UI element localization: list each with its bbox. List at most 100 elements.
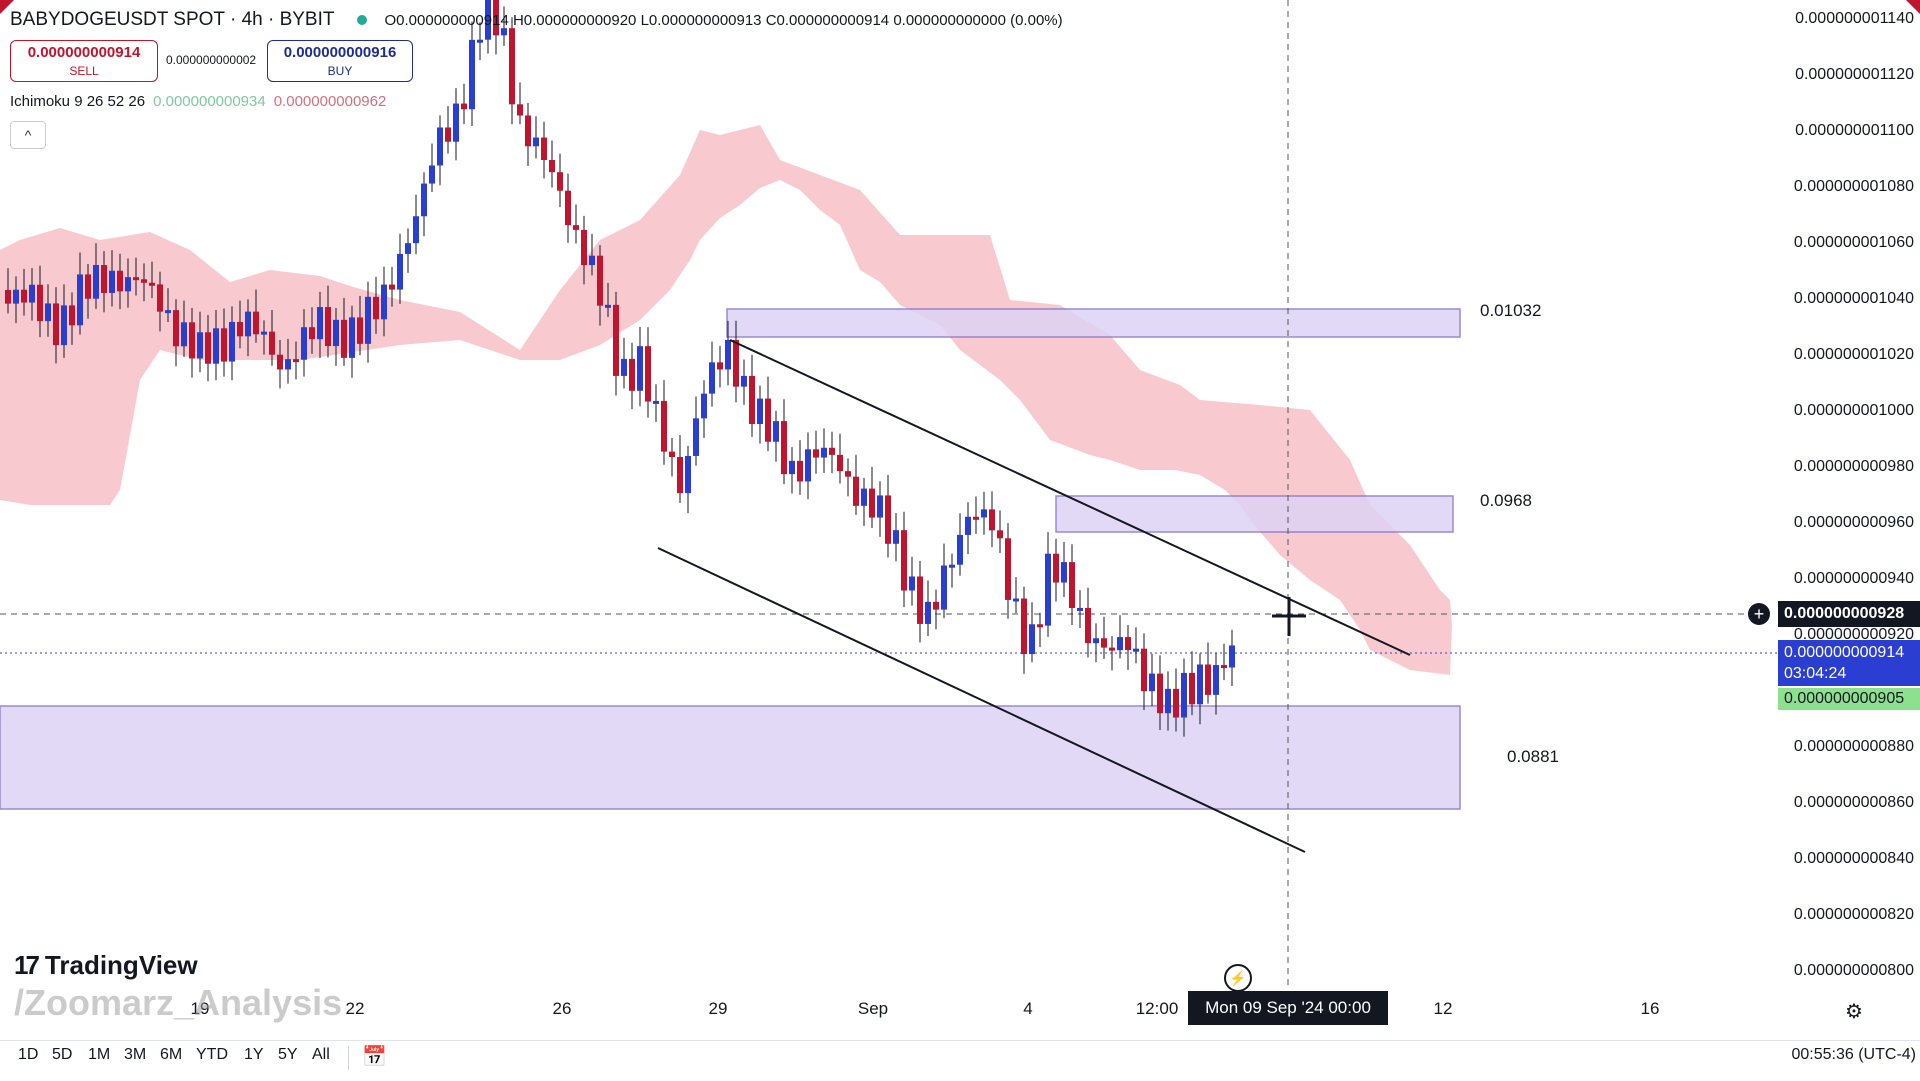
candle-body [93, 265, 99, 299]
candle-body [277, 354, 283, 370]
candle-body [453, 103, 459, 142]
range-all[interactable]: All [312, 1046, 330, 1063]
candle-body [461, 103, 467, 110]
level-label-top: 0.01032 [1480, 301, 1542, 320]
candle-body [829, 447, 835, 455]
tradingview-logo-text: TradingView [44, 950, 198, 980]
candle-body [413, 216, 419, 244]
candle-body [1037, 624, 1043, 628]
last-price-badge: 0.000000000914 03:04:24 [1778, 640, 1920, 686]
range-3m[interactable]: 3M [124, 1046, 147, 1063]
range-1m[interactable]: 1M [88, 1046, 111, 1063]
candle-body [1021, 598, 1027, 655]
candle-body [629, 358, 635, 391]
candle-body [949, 564, 955, 568]
price-tick-label: 0.000000001140 [1795, 10, 1914, 27]
candle-body [1093, 638, 1099, 644]
settings-icon[interactable]: ⚙ [1845, 1001, 1863, 1023]
spread-value: 0.000000000002 [166, 53, 257, 67]
candle-body [565, 190, 571, 226]
price-tick-label: 0.000000001020 [1793, 346, 1914, 363]
candle-body [805, 449, 811, 482]
candle-body [773, 421, 779, 442]
candle-body [77, 274, 83, 326]
candle-body [309, 327, 315, 340]
flash-icon[interactable]: ⚡ [1224, 964, 1252, 992]
candle-body [757, 398, 763, 425]
chevron-up-icon[interactable]: ^ [10, 121, 46, 149]
candle-body [1045, 553, 1051, 626]
range-1y[interactable]: 1Y [244, 1046, 264, 1063]
time-tick-label: 22 [345, 999, 365, 1018]
candle-body [533, 137, 539, 147]
candle-body [293, 359, 299, 363]
candle-body [597, 255, 603, 306]
buy-button[interactable]: 0.000000000916 BUY [267, 40, 413, 82]
time-tick-label: 4 [1023, 999, 1033, 1018]
price-tick-label: 0.000000000860 [1793, 794, 1914, 811]
candle-body [141, 279, 147, 283]
candle-body [933, 601, 939, 610]
range-1d[interactable]: 1D [18, 1046, 39, 1063]
calendar-icon[interactable]: 📅 [362, 1046, 387, 1068]
candle-body [917, 576, 923, 624]
candle-body [909, 576, 915, 591]
range-ytd[interactable]: YTD [196, 1046, 228, 1063]
candle-body [1205, 664, 1211, 695]
candle-body [133, 277, 139, 281]
candle-body [853, 476, 859, 506]
candle-body [685, 455, 691, 494]
channel-lower-line[interactable] [657, 547, 1306, 853]
buy-price: 0.000000000916 [283, 44, 397, 61]
price-tick-label: 0.000000001080 [1793, 178, 1914, 195]
candle-body [613, 304, 619, 376]
time-tick-label: 12 [1433, 999, 1453, 1018]
candle-body [205, 332, 211, 364]
candle-body [213, 328, 219, 364]
symbol-title[interactable]: BABYDOGEUSDT SPOT · 4h · BYBIT [10, 9, 335, 30]
candle-body [677, 457, 683, 494]
candle-body [717, 362, 723, 370]
candle-body [1165, 688, 1171, 714]
sell-button[interactable]: 0.000000000914 SELL [10, 40, 158, 82]
candle-body [389, 284, 395, 290]
indicator-legend[interactable]: Ichimoku 9 26 52 26 0.000000000934 0.00000… [10, 93, 386, 110]
bar-countdown: 03:04:24 [1784, 665, 1847, 682]
candle-body [357, 317, 363, 344]
bottom-toolbar [0, 1040, 1920, 1081]
time-tick-label: 19 [190, 999, 210, 1018]
symbol-header[interactable]: BABYDOGEUSDT SPOT · 4h · BYBIT O0.000000… [10, 8, 1063, 32]
range-5d[interactable]: 5D [52, 1046, 73, 1063]
candle-body [1125, 637, 1131, 651]
zone-top[interactable] [726, 308, 1461, 338]
candle-body [1141, 648, 1147, 692]
candle-body [373, 296, 379, 320]
sell-price: 0.000000000914 [27, 44, 141, 61]
channel-upper-line[interactable] [729, 339, 1411, 656]
market-status-icon [356, 15, 367, 25]
price-tick-label: 0.000000000960 [1793, 514, 1914, 531]
ohlc-values: O0.000000000914 H0.000000000920 L0.00000… [384, 11, 1063, 29]
candle-body [229, 321, 235, 362]
add-alert-icon[interactable]: + [1748, 603, 1770, 625]
candle-body [893, 530, 899, 544]
candle-body [197, 332, 203, 359]
candle-body [653, 400, 659, 404]
candle-body [549, 160, 555, 173]
zone-bottom[interactable] [0, 705, 1461, 810]
range-5y[interactable]: 5Y [278, 1046, 298, 1063]
candle-body [29, 284, 35, 303]
candle-body [837, 454, 843, 472]
candle-body [1029, 624, 1035, 655]
tradingview-logo[interactable]: 17 TradingView [14, 950, 198, 981]
candle-body [501, 28, 507, 36]
zone-middle[interactable] [1055, 495, 1454, 533]
candle-body [645, 346, 651, 402]
candle-body [589, 255, 595, 266]
range-6m[interactable]: 6M [160, 1046, 183, 1063]
candle-body [877, 495, 883, 518]
time-tick-label: Sep [857, 999, 889, 1018]
clock-timezone[interactable]: 00:55:36 (UTC-4) [1791, 1046, 1917, 1063]
candle-body [581, 229, 587, 266]
